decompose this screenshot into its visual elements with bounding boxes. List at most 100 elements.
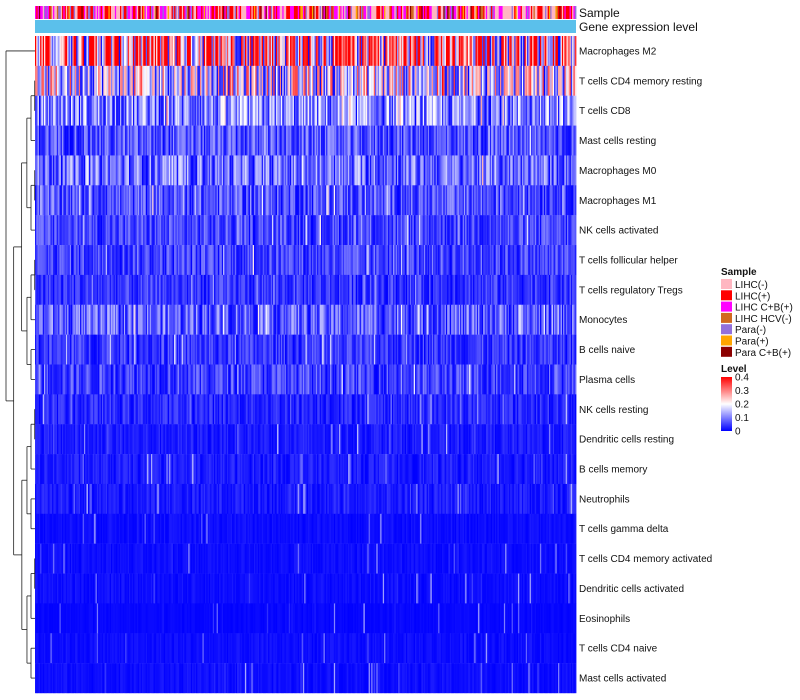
heatmap-cell [530,185,533,216]
sample-annotation-cell [259,6,261,19]
heatmap-cell [36,334,38,365]
heatmap-cell [333,185,336,216]
heatmap-cell [257,274,260,305]
heatmap-cell [229,185,232,216]
heatmap-cell [281,334,283,365]
heatmap-cell [366,185,368,216]
heatmap-cell [273,185,275,216]
heatmap-cell [523,215,525,246]
heatmap-cell [237,334,239,365]
heatmap-cell [270,245,273,276]
heatmap-cell [281,274,283,305]
heatmap-cell [515,36,518,67]
heatmap-cell [511,245,514,276]
heatmap-cell [59,245,62,276]
heatmap-cell [548,65,551,96]
heatmap-cell [76,245,78,276]
heatmap-cell [393,304,395,335]
heatmap-cell [74,304,77,335]
heatmap-cell [573,304,576,335]
heatmap-cell [364,65,367,96]
sample-annotation-cell [219,6,221,19]
heatmap-cell [190,274,193,305]
heatmap-cell [342,155,345,186]
heatmap-cell [568,36,570,67]
heatmap-cell [296,36,299,67]
heatmap-cell [461,95,464,126]
sample-annotation-cell [386,6,389,19]
heatmap-cell [366,334,368,365]
heatmap-cell [556,274,559,305]
heatmap-cell [483,65,485,96]
heatmap-cell [114,36,117,67]
heatmap-cell [478,65,480,96]
heatmap-cell [170,185,172,216]
heatmap-cell [292,245,295,276]
heatmap-cell [371,274,373,305]
sample-annotation-cell [241,6,243,19]
heatmap-cell [362,155,364,186]
heatmap-cell [100,65,103,96]
heatmap-cell [111,215,113,246]
heatmap-cell [523,95,525,126]
heatmap-cell [490,95,493,126]
heatmap-cell [547,125,550,156]
heatmap-cell [100,274,103,305]
heatmap-cell [551,304,554,335]
heatmap-cell [170,125,172,156]
heatmap-cell [261,334,264,365]
heatmap-cell [561,36,564,67]
heatmap-cell [393,125,395,156]
heatmap-cell [51,65,54,96]
heatmap-cell [168,65,171,96]
sample-annotation-cell [255,6,257,19]
heatmap-cell [306,215,309,246]
sample-annotation-cell [453,6,456,19]
sample-annotation-cell [104,6,107,19]
heatmap-cell [503,185,506,216]
heatmap-cell [105,155,108,186]
heatmap-cell [157,274,160,305]
heatmap-cell [398,274,400,305]
heatmap-cell [420,125,422,156]
heatmap-cell [283,334,286,365]
heatmap-cell [73,65,76,96]
heatmap-cell [189,95,192,126]
heatmap-cell [89,125,91,156]
heatmap-cell [465,95,467,126]
heatmap-cell [403,65,406,96]
heatmap-cell [496,155,498,186]
heatmap-cell [539,155,542,186]
sample-annotation-cell [232,6,234,19]
heatmap-cell [284,334,287,365]
heatmap-cell [317,185,319,216]
heatmap-cell [145,125,148,156]
heatmap-cell [323,245,326,276]
heatmap-cell [121,215,123,246]
heatmap-cell [172,36,175,67]
heatmap-cell [358,304,360,335]
heatmap-cell [230,185,233,216]
heatmap-cell [177,274,180,305]
heatmap-cell [436,185,439,216]
heatmap-cell [497,274,500,305]
heatmap-cell [506,65,509,96]
heatmap-cell [351,95,354,126]
heatmap-cell [494,245,497,276]
heatmap-cell [36,65,38,96]
heatmap-cell [400,215,403,246]
heatmap-cell [539,125,542,156]
heatmap-cell [502,155,505,186]
heatmap-cell [293,125,296,156]
sample-annotation-cell [247,6,250,19]
heatmap-cell [497,185,500,216]
heatmap-cell [238,245,241,276]
heatmap-cell [202,95,205,126]
heatmap-cell [141,245,144,276]
heatmap-cell [453,95,456,126]
heatmap-cell [318,245,321,276]
heatmap-cell [188,304,190,335]
heatmap-cell [447,95,449,126]
heatmap-cell [248,125,251,156]
heatmap-cell [35,274,37,305]
